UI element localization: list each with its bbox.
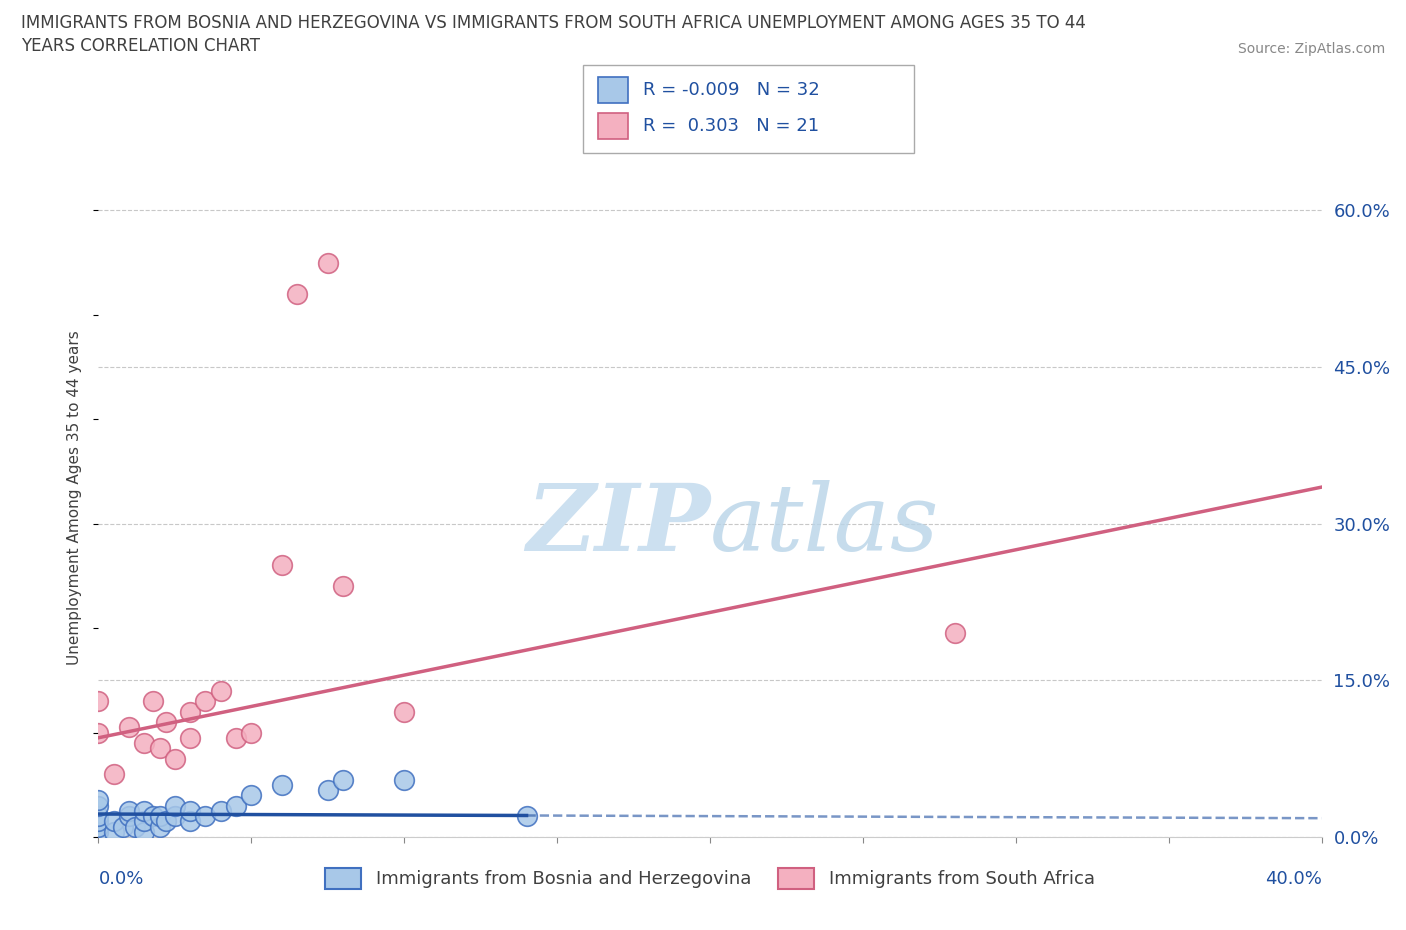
Point [179,814,201,829]
Point [103,814,125,829]
Point [179,704,201,719]
Point [163,751,186,766]
Point [118,809,141,824]
Text: IMMIGRANTS FROM BOSNIA AND HERZEGOVINA VS IMMIGRANTS FROM SOUTH AFRICA UNEMPLOYM: IMMIGRANTS FROM BOSNIA AND HERZEGOVINA V… [21,14,1085,32]
Point [134,814,156,829]
Point [149,809,172,824]
Point [392,772,416,787]
Point [142,809,165,824]
Point [943,626,966,641]
Point [134,804,156,818]
Point [179,804,201,818]
Point [118,720,141,735]
Legend: Immigrants from Bosnia and Herzegovina, Immigrants from South Africa: Immigrants from Bosnia and Herzegovina, … [318,860,1102,896]
Point [179,730,201,745]
Point [87,694,110,709]
Point [392,704,416,719]
Point [87,819,110,834]
Point [316,782,339,797]
Point [225,798,247,813]
Point [103,824,125,839]
Point [332,772,354,787]
Text: 0.0%: 0.0% [98,870,143,887]
Point [240,725,263,740]
Point [516,809,538,824]
Point [124,819,146,834]
Point [270,777,292,792]
Point [149,741,172,756]
Point [87,725,110,740]
Text: R = -0.009   N = 32: R = -0.009 N = 32 [643,81,820,100]
Point [142,694,165,709]
Point [194,694,217,709]
Point [332,578,354,593]
Point [155,814,177,829]
Point [149,819,172,834]
Point [134,824,156,839]
Point [155,714,177,729]
Text: Source: ZipAtlas.com: Source: ZipAtlas.com [1237,42,1385,56]
Text: YEARS CORRELATION CHART: YEARS CORRELATION CHART [21,37,260,55]
Y-axis label: Unemployment Among Ages 35 to 44 years: Unemployment Among Ages 35 to 44 years [67,330,83,665]
Point [87,814,110,829]
Text: atlas: atlas [710,480,939,570]
Point [118,804,141,818]
Point [194,809,217,824]
Point [103,767,125,782]
Point [87,793,110,808]
Point [87,824,110,839]
Point [87,809,110,824]
Point [270,558,292,573]
Point [316,255,339,270]
Point [209,684,232,698]
Point [285,286,308,301]
Point [209,804,232,818]
Point [87,798,110,813]
Point [163,809,186,824]
Text: ZIP: ZIP [526,480,710,570]
Point [240,788,263,803]
Point [225,730,247,745]
Point [163,798,186,813]
Point [134,736,156,751]
Text: 40.0%: 40.0% [1265,870,1322,887]
Text: R =  0.303   N = 21: R = 0.303 N = 21 [643,116,818,135]
Point [111,819,134,834]
